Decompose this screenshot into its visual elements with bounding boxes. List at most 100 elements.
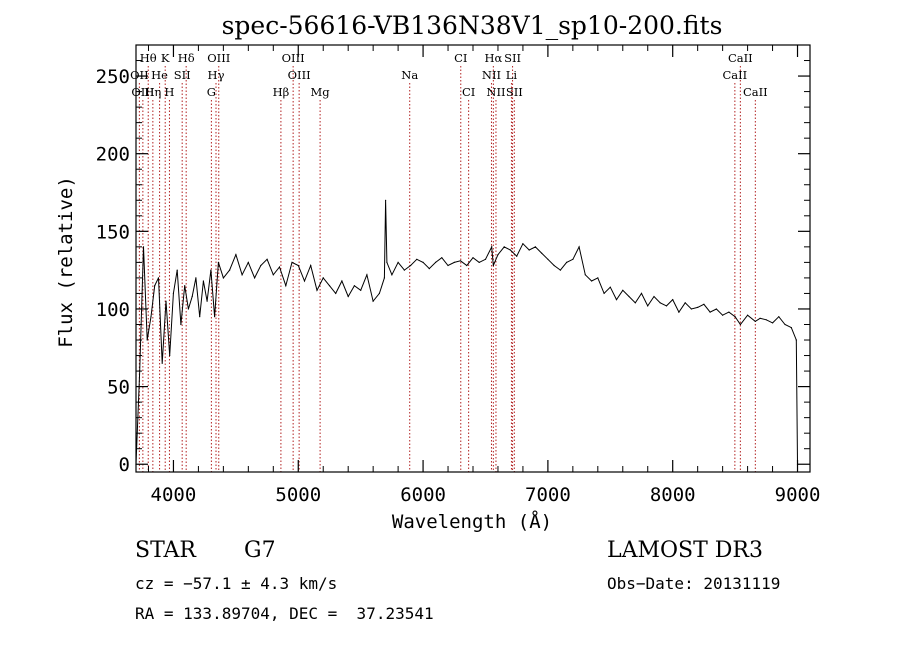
y-tick-label: 50 xyxy=(107,377,130,399)
spectrum-point xyxy=(428,268,430,270)
survey-name: LAMOST DR3 xyxy=(607,538,763,563)
spectrum-point xyxy=(176,269,178,271)
spectrum-point xyxy=(739,323,742,326)
spectrum-point xyxy=(647,305,649,307)
spectrum-point xyxy=(697,306,699,308)
spectrum-point xyxy=(690,308,693,310)
spectrum-point xyxy=(217,261,219,263)
spectrum-point xyxy=(466,264,468,267)
spectrum-point xyxy=(628,295,630,298)
line-marker-label: K xyxy=(161,51,170,65)
series-layer xyxy=(135,199,799,465)
spectrum-point xyxy=(161,362,163,364)
line-marker-label: SII xyxy=(506,85,523,99)
spectrum-point xyxy=(659,302,661,304)
spectrum-point xyxy=(684,302,686,304)
spectrum-point xyxy=(754,320,756,322)
line-marker-label: Hδ xyxy=(178,51,195,65)
line-marker-label: CI xyxy=(454,51,467,65)
y-tick-label: 250 xyxy=(96,66,130,88)
spectrum-point xyxy=(503,246,505,248)
spectrum-point xyxy=(416,258,418,260)
spectrum-point xyxy=(715,308,718,310)
x-tick-label: 8000 xyxy=(650,484,696,506)
spectrum-point xyxy=(146,339,148,341)
spectrum-point xyxy=(285,285,287,287)
spectrum-point xyxy=(447,264,449,267)
spectrum-point xyxy=(385,199,387,201)
spectrum-point xyxy=(622,289,624,291)
spectrum-point xyxy=(678,311,680,313)
x-tick-label: 9000 xyxy=(775,484,821,506)
spectrum-point xyxy=(187,308,189,310)
line-marker-label: CI xyxy=(462,85,475,99)
spectrum-point xyxy=(572,258,574,260)
spectrum-point xyxy=(615,299,618,301)
spectrum-point xyxy=(759,317,761,319)
spectrum-point xyxy=(391,274,393,276)
y-tick-label: 150 xyxy=(96,221,130,243)
spectrum-point xyxy=(272,274,274,276)
spectrum-point xyxy=(172,292,174,294)
spectrum-point xyxy=(383,277,385,279)
spectrum-point xyxy=(547,258,549,260)
coordinates: RA = 133.89704, DEC = 37.23541 xyxy=(135,604,434,623)
chart-title: spec-56616-VB136N38V1_sp10-200.fits xyxy=(222,11,723,40)
spectrum-point xyxy=(584,274,586,276)
spectrum-point xyxy=(157,277,160,279)
spectrum-point xyxy=(372,300,374,302)
y-tick-label: 200 xyxy=(96,144,130,166)
y-tick-label: 100 xyxy=(96,299,130,321)
line-marker-label: OIII xyxy=(131,85,154,99)
line-marker-label: Hα xyxy=(484,51,502,65)
spectrum-point xyxy=(278,266,281,268)
y-tick-label: 0 xyxy=(119,454,130,476)
spectrum-point xyxy=(491,246,493,248)
object-class: STAR xyxy=(135,538,196,563)
spectrum-point xyxy=(472,257,474,259)
spectrum-point xyxy=(709,311,711,313)
line-marker-label: NII xyxy=(482,68,501,82)
subclass: G7 xyxy=(244,538,276,563)
spectrum-point xyxy=(403,269,405,271)
spectrum-point xyxy=(378,292,380,294)
spectrum-point xyxy=(341,280,343,282)
line-marker-label: Li xyxy=(506,68,518,82)
spectrum-point xyxy=(435,261,437,263)
spectrum-point xyxy=(728,311,730,313)
spectrum-point xyxy=(478,261,480,263)
spectrum-point xyxy=(765,319,767,321)
line-marker-label: Na xyxy=(401,68,418,82)
line-marker-label: OII xyxy=(130,68,149,82)
x-tick-label: 6000 xyxy=(400,484,446,506)
spectrum-point xyxy=(516,255,518,257)
spectrum-point xyxy=(235,254,237,256)
spectrum-point xyxy=(484,258,487,260)
spectrum-point xyxy=(191,295,193,298)
spectrum-point xyxy=(772,322,774,324)
line-marker-label: Hβ xyxy=(273,85,290,99)
spectrum-point xyxy=(653,295,655,298)
spectrum-point xyxy=(328,285,331,287)
spectrum-point xyxy=(266,258,268,260)
spectrum-point xyxy=(528,249,530,251)
spectrum-point xyxy=(784,323,786,326)
spectrum-point xyxy=(559,269,562,271)
spectrum-point xyxy=(640,292,643,294)
spectrum-point xyxy=(260,264,262,267)
line-marker-label: He xyxy=(151,68,168,82)
spectrum-point xyxy=(747,314,749,316)
spectrum-point xyxy=(397,261,399,263)
spectrum-point xyxy=(366,274,368,276)
spectrum-point xyxy=(150,316,152,318)
spectrum-point xyxy=(672,299,674,301)
line-marker-label: G xyxy=(207,85,216,99)
spectrum-point xyxy=(347,295,349,298)
spectrum-point xyxy=(206,300,208,302)
spectrum-point xyxy=(566,261,568,263)
spectrum-point xyxy=(790,327,792,329)
spectrum-point xyxy=(303,280,306,282)
line-marker-label: CaII xyxy=(728,51,753,65)
